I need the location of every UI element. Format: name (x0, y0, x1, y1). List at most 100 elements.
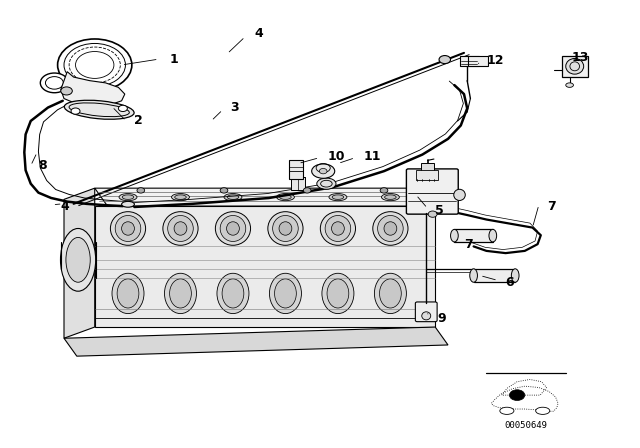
Ellipse shape (66, 237, 90, 282)
Ellipse shape (332, 195, 344, 199)
Ellipse shape (454, 189, 465, 201)
Ellipse shape (215, 211, 250, 246)
Ellipse shape (332, 222, 344, 235)
Ellipse shape (227, 195, 239, 199)
Ellipse shape (268, 211, 303, 246)
Ellipse shape (122, 201, 134, 207)
Text: 4: 4 (255, 27, 264, 40)
FancyBboxPatch shape (406, 169, 458, 214)
Ellipse shape (312, 164, 335, 178)
Circle shape (380, 188, 388, 193)
Ellipse shape (385, 195, 396, 199)
Circle shape (58, 39, 132, 91)
Bar (421, 163, 434, 171)
Text: 4: 4 (61, 199, 70, 213)
Ellipse shape (373, 211, 408, 246)
Text: 7: 7 (464, 237, 473, 251)
Text: 10: 10 (328, 150, 345, 164)
Ellipse shape (168, 215, 193, 241)
Ellipse shape (322, 273, 354, 314)
Circle shape (137, 188, 145, 193)
Ellipse shape (280, 195, 291, 199)
Circle shape (71, 108, 80, 114)
Ellipse shape (276, 194, 294, 201)
Ellipse shape (275, 279, 296, 308)
Ellipse shape (317, 178, 336, 190)
Ellipse shape (163, 211, 198, 246)
Ellipse shape (222, 279, 244, 308)
Ellipse shape (422, 312, 431, 320)
Ellipse shape (279, 222, 292, 235)
Text: 7: 7 (547, 199, 556, 213)
Ellipse shape (224, 194, 242, 201)
Ellipse shape (269, 273, 301, 314)
Text: 12: 12 (486, 54, 504, 67)
Ellipse shape (117, 279, 139, 308)
Ellipse shape (327, 279, 349, 308)
Text: 5: 5 (435, 204, 444, 217)
Ellipse shape (122, 195, 134, 199)
Text: 1: 1 (170, 52, 179, 66)
Polygon shape (64, 327, 448, 356)
Ellipse shape (381, 194, 399, 201)
Ellipse shape (500, 407, 514, 414)
Ellipse shape (64, 100, 134, 119)
Ellipse shape (536, 407, 550, 414)
Text: 6: 6 (506, 276, 514, 289)
Circle shape (439, 56, 451, 64)
Ellipse shape (566, 58, 584, 74)
Circle shape (220, 188, 228, 193)
Circle shape (61, 87, 72, 95)
Ellipse shape (217, 273, 249, 314)
Ellipse shape (227, 222, 239, 235)
Ellipse shape (112, 273, 144, 314)
Bar (291, 177, 305, 190)
Polygon shape (61, 72, 125, 107)
Circle shape (40, 73, 68, 93)
Text: 13: 13 (572, 51, 589, 64)
Ellipse shape (325, 215, 351, 241)
Ellipse shape (451, 229, 458, 242)
Text: 00050649: 00050649 (504, 421, 548, 430)
Ellipse shape (321, 211, 356, 246)
Ellipse shape (115, 215, 141, 241)
Ellipse shape (119, 194, 137, 201)
Ellipse shape (378, 215, 403, 241)
Polygon shape (95, 188, 448, 206)
Ellipse shape (220, 215, 246, 241)
Text: 3: 3 (230, 101, 239, 114)
Ellipse shape (511, 269, 519, 282)
FancyBboxPatch shape (415, 302, 437, 322)
Bar (562, 56, 588, 77)
Ellipse shape (273, 215, 298, 241)
Ellipse shape (319, 168, 327, 174)
Text: 2: 2 (134, 114, 143, 128)
Ellipse shape (170, 279, 191, 308)
Ellipse shape (172, 194, 189, 201)
Ellipse shape (380, 279, 401, 308)
Circle shape (428, 211, 437, 217)
Bar (468, 56, 488, 66)
Ellipse shape (111, 211, 146, 246)
Bar (416, 170, 438, 180)
Ellipse shape (489, 229, 497, 242)
Ellipse shape (60, 228, 96, 291)
Text: 9: 9 (437, 311, 445, 325)
Bar (454, 229, 493, 242)
Ellipse shape (566, 83, 573, 87)
Bar (474, 269, 515, 282)
Circle shape (118, 105, 127, 112)
Ellipse shape (329, 194, 347, 201)
Ellipse shape (174, 222, 187, 235)
Circle shape (303, 188, 311, 193)
Ellipse shape (374, 273, 406, 314)
Bar (460, 56, 479, 66)
Ellipse shape (122, 222, 134, 235)
Polygon shape (95, 206, 435, 327)
Ellipse shape (384, 222, 397, 235)
Ellipse shape (164, 273, 196, 314)
Text: 8: 8 (38, 159, 47, 172)
Circle shape (509, 390, 525, 401)
Text: 11: 11 (364, 150, 381, 164)
Ellipse shape (470, 269, 477, 282)
